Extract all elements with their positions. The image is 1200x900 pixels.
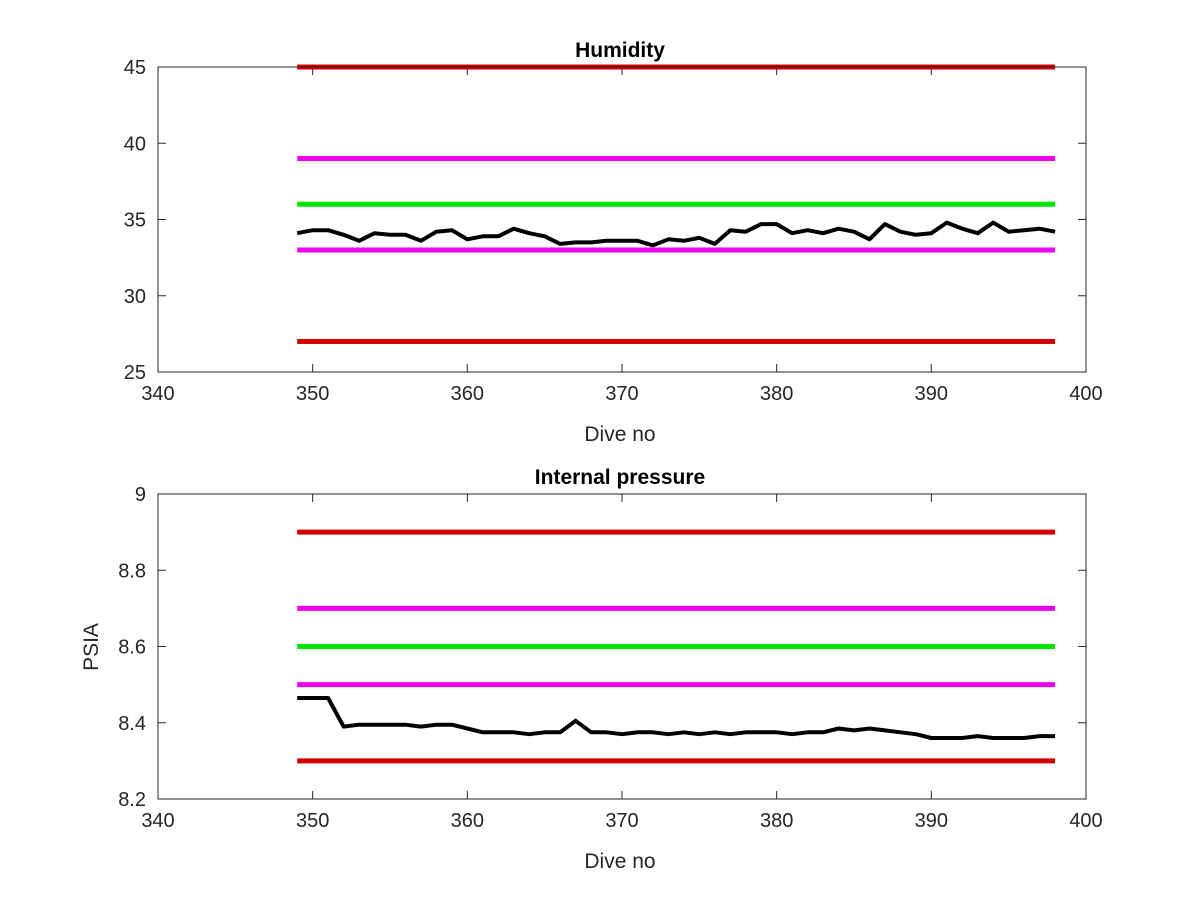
y-tick-label: 8.2: [118, 789, 146, 811]
axes-box: [157, 493, 1087, 800]
x-tick-label: 400: [1069, 810, 1102, 832]
x-tick-label: 400: [1069, 383, 1102, 405]
threshold-lines: [297, 529, 1056, 764]
x-tick-label: 340: [141, 810, 174, 832]
axis-ticks: 340 350 360 370 380 390 400 8.2 8.4 8.6 8.8 9: [118, 484, 1103, 832]
y-tick-label: 25: [124, 362, 146, 384]
y-tick-label: 45: [124, 57, 146, 79]
y-tick-label: 9: [135, 484, 146, 506]
x-tick-label: 350: [296, 383, 329, 405]
y-tick-label: 8.8: [118, 560, 146, 582]
humidity-chart: Humidity Dive no 340 350 360 370 380 390 400 25…: [124, 39, 1103, 446]
x-tick-label: 360: [451, 810, 484, 832]
series-line: [297, 696, 1056, 740]
x-axis-label: Dive no: [584, 850, 655, 873]
x-tick-label: 340: [141, 383, 174, 405]
x-tick-label: 380: [760, 810, 793, 832]
y-axis-label: PSIA: [80, 623, 103, 671]
x-tick-label: 390: [915, 810, 948, 832]
series-line: [296, 220, 1056, 248]
chart-title: Internal pressure: [535, 466, 705, 489]
y-tick-label: 30: [124, 286, 146, 308]
x-tick-label: 370: [605, 810, 638, 832]
internal-pressure-chart: Internal pressure Dive no PSIA 340 350 360…: [80, 466, 1103, 873]
data-series: [296, 220, 1056, 248]
y-tick-label: 35: [124, 210, 146, 232]
y-tick-label: 8.4: [118, 713, 146, 735]
x-tick-label: 370: [605, 383, 638, 405]
x-tick-label: 390: [915, 383, 948, 405]
x-axis-label: Dive no: [584, 423, 655, 446]
x-tick-label: 380: [760, 383, 793, 405]
chart-title: Humidity: [575, 39, 665, 62]
data-series: [297, 696, 1056, 740]
x-tick-label: 360: [451, 383, 484, 405]
y-tick-label: 40: [124, 133, 146, 155]
y-tick-label: 8.6: [118, 637, 146, 659]
x-tick-label: 350: [296, 810, 329, 832]
axes-box: [157, 66, 1087, 373]
